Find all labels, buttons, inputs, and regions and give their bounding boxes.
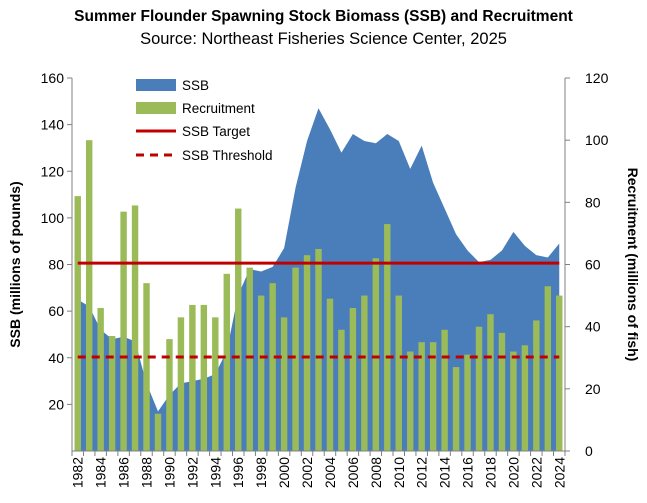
right-axis-title: Recruitment (millions of fish)	[625, 168, 641, 362]
legend-label-ssb-target: SSB Target	[182, 124, 250, 139]
recruitment-bar-1982	[74, 196, 81, 451]
legend-swatch-recruitment	[136, 102, 176, 114]
left-tick-label: 120	[41, 163, 65, 179]
left-tick-label: 80	[48, 257, 64, 273]
legend-swatch-ssb	[136, 79, 176, 91]
recruitment-bar-2002	[303, 255, 311, 451]
recruitment-bar-1994	[212, 317, 219, 451]
recruitment-bar-1995	[223, 273, 230, 451]
recruitment-bar-2020	[510, 351, 517, 451]
recruitment-bar-2024	[556, 295, 563, 451]
right-tick-label: 120	[585, 70, 609, 86]
recruitment-bar-2006	[349, 308, 357, 451]
x-tick-label: 2004	[322, 457, 338, 488]
left-tick-label: 60	[48, 303, 64, 319]
x-tick-label: 1996	[230, 457, 246, 488]
left-tick-label: 140	[41, 117, 65, 133]
recruitment-bar-2021	[521, 345, 529, 451]
chart-subtitle: Source: Northeast Fisheries Science Cent…	[140, 30, 507, 48]
recruitment-bar-1983	[85, 140, 93, 451]
recruitment-bar-2022	[533, 320, 540, 451]
recruitment-bar-1991	[177, 317, 185, 451]
x-tick-label: 2022	[528, 457, 544, 488]
recruitment-bar-1988	[143, 283, 150, 451]
recruitment-bar-2017	[475, 326, 483, 451]
recruitment-bar-2016	[464, 354, 471, 451]
right-tick-label: 80	[585, 194, 601, 210]
recruitment-bar-1984	[97, 308, 104, 451]
legend-label-recruitment: Recruitment	[182, 101, 255, 116]
recruitment-bar-2004	[326, 298, 334, 451]
right-tick-label: 60	[585, 257, 601, 273]
x-tick-label: 2016	[460, 457, 476, 488]
recruitment-bar-2000	[280, 317, 288, 451]
recruitment-bar-1987	[131, 205, 139, 451]
recruitment-bar-1996	[235, 208, 242, 451]
chart-title: Summer Flounder Spawning Stock Biomass (…	[74, 8, 573, 25]
right-tick-label: 100	[585, 132, 609, 148]
recruitment-bar-1998	[257, 295, 265, 451]
x-tick-label: 1994	[207, 457, 223, 488]
x-tick-label: 1984	[93, 457, 109, 488]
x-tick-label: 2024	[551, 457, 567, 488]
recruitment-bar-2005	[338, 329, 345, 451]
recruitment-bar-2018	[487, 314, 494, 451]
x-tick-label: 2010	[391, 457, 407, 488]
left-tick-label: 160	[41, 70, 65, 86]
x-tick-label: 2020	[505, 457, 521, 488]
recruitment-bar-2012	[418, 342, 425, 451]
recruitment-bar-2008	[372, 258, 380, 451]
recruitment-bar-2015	[452, 367, 460, 451]
legend-label-ssb-threshold: SSB Threshold	[182, 148, 273, 163]
x-tick-label: 2018	[482, 457, 498, 488]
x-tick-label: 1982	[70, 457, 86, 488]
recruitment-bar-1999	[269, 283, 276, 451]
recruitment-bar-2019	[498, 332, 506, 451]
recruitment-bar-2003	[315, 248, 322, 451]
recruitment-bar-1985	[108, 335, 116, 451]
right-tick-label: 20	[585, 381, 601, 397]
left-tick-label: 40	[48, 350, 64, 366]
legend-label-ssb: SSB	[182, 78, 209, 93]
recruitment-bar-2009	[384, 224, 391, 451]
recruitment-bar-2013	[429, 342, 437, 451]
x-tick-label: 2014	[437, 457, 453, 488]
x-tick-label: 2000	[276, 457, 292, 488]
x-tick-label: 1986	[116, 457, 132, 488]
recruitment-bar-1993	[200, 304, 208, 451]
right-tick-label: 0	[585, 443, 593, 459]
recruitment-bar-1986	[120, 211, 127, 451]
recruitment-bar-2007	[361, 295, 368, 451]
left-axis-title: SSB (millions of pounds)	[7, 181, 23, 347]
x-tick-label: 1988	[139, 457, 155, 488]
recruitment-bar-1992	[189, 304, 196, 451]
recruitment-bar-2001	[292, 267, 299, 451]
recruitment-bar-2010	[395, 295, 402, 451]
x-tick-label: 2006	[345, 457, 361, 488]
left-tick-label: 100	[41, 210, 65, 226]
recruitment-bar-2023	[544, 286, 552, 451]
left-tick-label: 20	[48, 396, 64, 412]
x-tick-label: 1992	[184, 457, 200, 488]
x-tick-label: 2002	[299, 457, 315, 488]
x-tick-label: 2012	[414, 457, 430, 488]
recruitment-bar-1990	[166, 339, 173, 451]
x-tick-label: 1990	[161, 457, 177, 488]
x-tick-label: 2008	[368, 457, 384, 488]
recruitment-bar-2014	[441, 329, 448, 451]
right-tick-label: 40	[585, 319, 601, 335]
recruitment-bar-1989	[154, 413, 162, 451]
recruitment-bar-1997	[246, 267, 253, 451]
x-tick-label: 1998	[253, 457, 269, 488]
recruitment-bar-2011	[407, 351, 414, 451]
